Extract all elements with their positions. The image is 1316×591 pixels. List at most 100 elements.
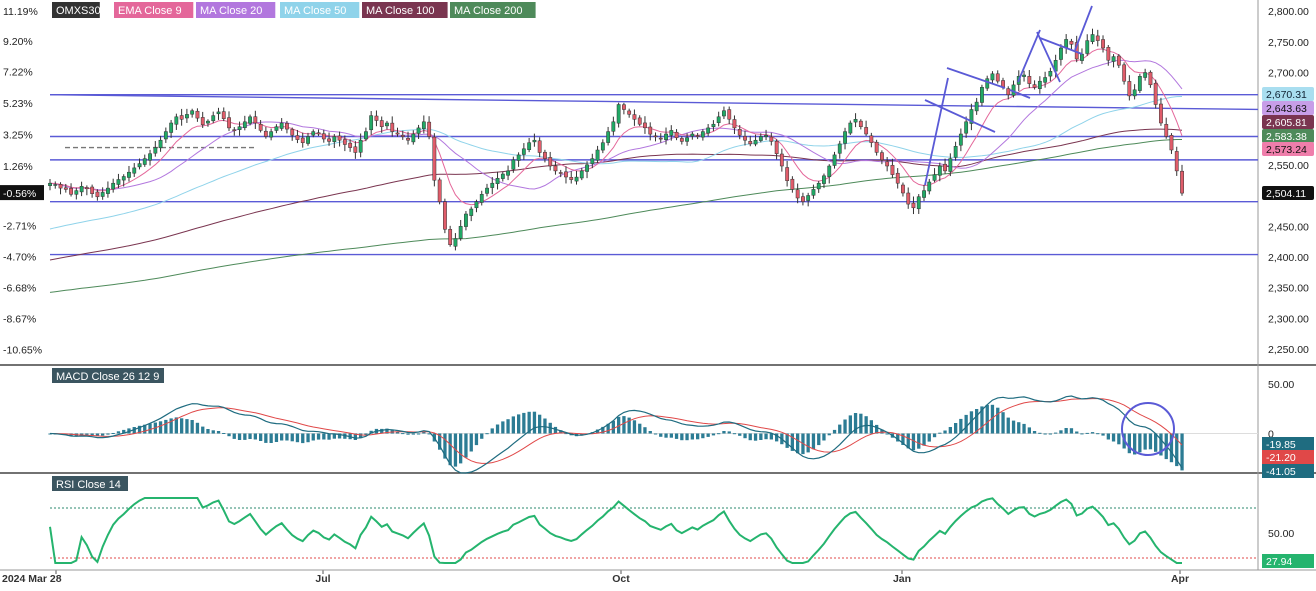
pattern-trendline-6 [1039,37,1083,55]
macd-histogram-bar [1054,432,1058,434]
value-tags: 2,670.31 2,643.63 2,605.81 2,583.382,573.24… [1262,87,1314,568]
price-value-label: 2,504.11 [1266,188,1306,200]
candle-body [837,143,842,154]
macd-histogram-bar [1175,433,1179,467]
macd-histogram-bar [853,413,858,434]
candle-body [1116,55,1121,66]
candle-body [506,170,510,176]
candle-body [1064,39,1069,48]
candle-body [548,157,553,167]
candle-body [369,115,374,131]
candle-body [285,123,289,130]
macd-histogram-bar [711,433,716,436]
horizontal-lines [49,94,1259,256]
macd-histogram-bar [511,416,515,434]
pattern-trendline-4 [1017,29,1041,83]
price-tick-label: 2,300.00 [1268,313,1309,325]
macd-histogram-bar [759,433,763,440]
macd-histogram-bar [806,433,810,453]
candle-body [637,117,642,125]
price-value-tag [1262,87,1314,101]
legend-item-5 [450,2,536,18]
macd-histogram-bar [901,433,905,445]
candle-body [1095,35,1100,41]
candle-body [801,196,805,202]
macd-histogram-bar [359,433,363,439]
candle-body [1059,47,1063,60]
macd-histogram-bar [1180,433,1184,471]
candle-body [437,179,442,202]
macd-histogram-bar [653,433,658,435]
candle-body [574,176,579,182]
rsi-value-tag [1262,554,1314,568]
macd-histogram-bar [964,414,968,434]
candle-body [58,184,63,189]
candle-body [1111,56,1116,62]
macd-histogram-bar [880,429,884,434]
price-value-label: 2,573.24 [1266,144,1307,156]
macd-histogram-bar [411,433,415,435]
candle-body [95,191,100,198]
candle-body [927,181,932,192]
macd-histogram-bar [1069,428,1074,434]
candle-body [137,163,142,168]
candle-body [1101,39,1105,49]
macd-value-label: -21.20 [1266,452,1296,464]
candle-body [521,148,526,155]
macd-histogram-bar [464,433,468,458]
macd-histogram-bar [690,433,694,440]
candle-body [1132,89,1137,97]
candle-body [516,154,521,161]
ma100-line [49,128,1183,261]
macd-histogram-bar [648,431,652,434]
candle-body [611,121,616,132]
macd-histogram-bar [811,433,816,450]
macd-histogram-bar [280,433,284,441]
macd-value-tag [1262,464,1314,478]
candle-body [74,190,79,195]
candle-body [221,111,226,119]
legend-item-4 [362,2,448,18]
candle-body [795,189,800,199]
candle-body [943,163,947,172]
legend-item-1 [114,2,194,18]
rsi-title-box [52,476,128,491]
macd-histogram-bar [380,428,384,434]
x-axis-label: 2024 Mar 28 [2,573,62,585]
macd-histogram-bar [237,433,242,440]
macd-histogram-bar [480,433,484,439]
price-value-tag [1262,142,1314,156]
candle-body [500,173,505,179]
macd-value-tag [1262,437,1314,451]
candle-body [901,184,905,194]
macd-histogram-bar [1117,433,1121,445]
macd-histogram-bar [674,433,679,439]
macd-histogram-bar [132,427,136,434]
macd-histogram-bar [243,433,247,440]
macd-histogram-bar [290,433,294,442]
macd-histogram-bar [975,409,979,434]
macd-histogram-bar [553,426,558,434]
candle-body [216,111,221,115]
macd-histogram-bar [216,431,221,434]
macd-histogram-bar [1106,433,1110,440]
macd-histogram-bar [532,411,537,434]
percent-tick-label: 11.19% [3,6,38,18]
candle-body [964,121,969,134]
macd-histogram-bar [401,433,405,435]
macd-histogram-bar [1169,433,1174,463]
macd-histogram-bar [922,433,926,446]
candle-body [179,115,184,120]
macd-histogram-bar [927,433,931,442]
candle-body [969,109,974,124]
macd-histogram-bar [1075,431,1079,434]
macd-histogram-bar [185,419,189,434]
candle-body [537,140,542,153]
macd-histogram-bar [1048,433,1052,435]
candle-body [348,142,353,148]
candle-body [606,131,611,143]
candle-body [90,186,95,194]
